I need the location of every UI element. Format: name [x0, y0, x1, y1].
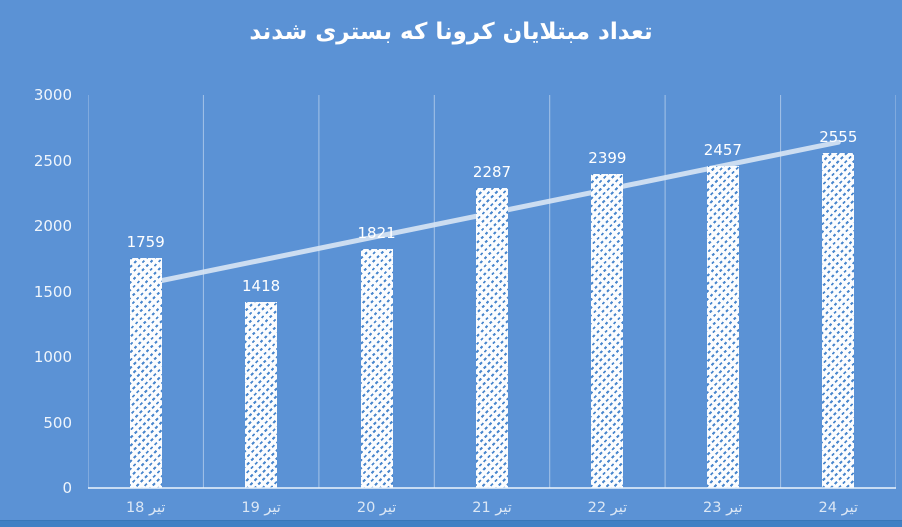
bar-20 تیر [360, 249, 393, 488]
bar-value-label: 1759 [126, 232, 165, 251]
bar-18 تیر [129, 257, 162, 488]
x-axis-label: 23 تیر [703, 500, 743, 516]
y-axis-label: 1000 [33, 348, 72, 366]
x-axis-label: 19 تیر [241, 500, 281, 516]
window-bottom-edge [0, 520, 902, 527]
bar-24 تیر [822, 153, 855, 488]
x-axis-label: 20 تیر [356, 500, 397, 516]
x-axis-label: 24 تیر [818, 500, 859, 516]
bar-value-label: 2399 [588, 148, 627, 167]
bar-23 تیر [706, 166, 739, 488]
y-axis-label: 0 [62, 479, 72, 497]
bar-value-label: 2287 [472, 163, 512, 182]
chart-title: تعداد مبتلایان کرونا که بستری شدند [249, 19, 653, 45]
x-axis-label: 21 تیر [472, 500, 512, 516]
bar-تیر 22 [591, 173, 624, 488]
bar-21 تیر [476, 188, 508, 488]
x-axis-line [88, 487, 896, 489]
y-axis-label: 500 [43, 413, 72, 432]
x-axis-label: تیر 22 [587, 500, 628, 516]
y-axis-label: 2000 [33, 217, 72, 235]
x-axis-label: 18 تیر [125, 500, 166, 516]
y-axis-label: 3000 [33, 86, 72, 104]
bar-value-label: 1821 [357, 224, 396, 243]
bar-value-label: 2457 [703, 141, 742, 160]
bar-value-label: 2555 [819, 128, 858, 147]
y-axis-label: 1500 [33, 282, 72, 301]
plot-area: 1759 1418 1821 2287 2399 2457 2555 [88, 95, 896, 488]
bar-19 تیر [245, 302, 278, 488]
bar-value-label: 1418 [242, 277, 281, 296]
y-axis-label: 2500 [33, 151, 72, 170]
